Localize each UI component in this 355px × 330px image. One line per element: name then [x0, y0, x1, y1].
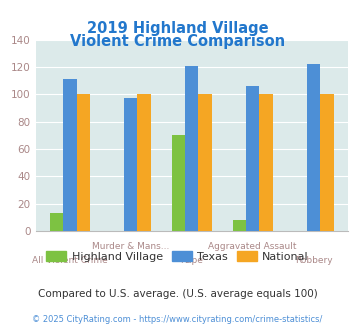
Legend: Highland Village, Texas, National: Highland Village, Texas, National	[42, 247, 313, 267]
Bar	[260, 94, 273, 231]
Bar	[63, 79, 77, 231]
Bar	[307, 64, 320, 231]
Bar	[137, 94, 151, 231]
Bar	[77, 94, 90, 231]
Bar	[185, 66, 198, 231]
Bar	[198, 94, 212, 231]
Text: 2019 Highland Village: 2019 Highland Village	[87, 20, 268, 36]
Text: Murder & Mans...: Murder & Mans...	[92, 242, 169, 251]
Bar	[233, 220, 246, 231]
Text: Robbery: Robbery	[295, 256, 332, 265]
Text: Rape: Rape	[180, 256, 203, 265]
Text: Compared to U.S. average. (U.S. average equals 100): Compared to U.S. average. (U.S. average …	[38, 289, 317, 299]
Bar	[246, 86, 260, 231]
Text: All Violent Crime: All Violent Crime	[32, 256, 108, 265]
Text: Violent Crime Comparison: Violent Crime Comparison	[70, 34, 285, 49]
Text: © 2025 CityRating.com - https://www.cityrating.com/crime-statistics/: © 2025 CityRating.com - https://www.city…	[32, 315, 323, 324]
Bar	[124, 98, 137, 231]
Bar	[50, 213, 63, 231]
Bar	[320, 94, 334, 231]
Bar	[171, 135, 185, 231]
Text: Aggravated Assault: Aggravated Assault	[208, 242, 297, 251]
